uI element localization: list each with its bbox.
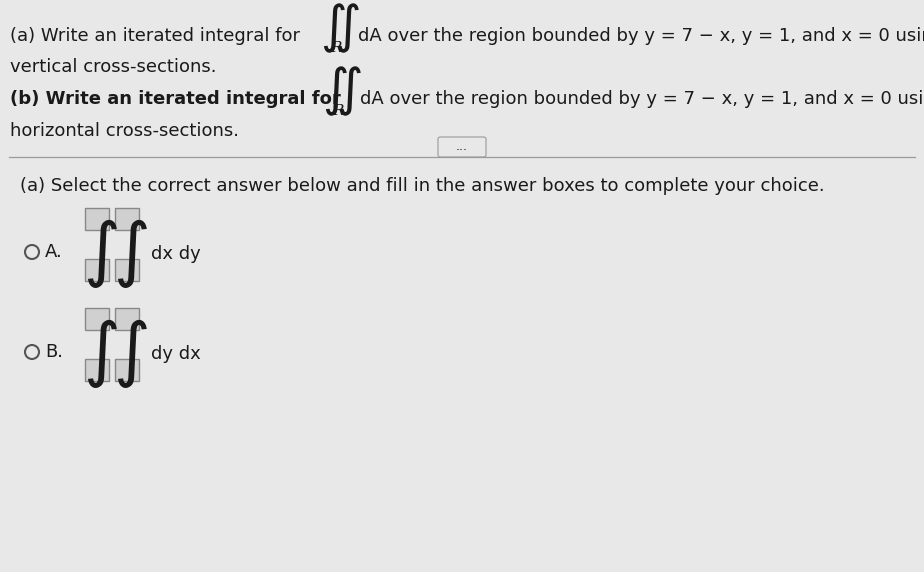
Text: A.: A. — [45, 243, 63, 261]
Text: $\int$: $\int$ — [83, 217, 117, 291]
Bar — [115, 359, 139, 381]
Text: (b) Write an iterated integral for: (b) Write an iterated integral for — [10, 90, 341, 108]
Text: $\int$: $\int$ — [113, 317, 148, 391]
Bar — [115, 259, 139, 281]
Text: dx dy: dx dy — [151, 245, 201, 263]
Text: horizontal cross-sections.: horizontal cross-sections. — [10, 122, 239, 140]
Text: dy dx: dy dx — [151, 345, 201, 363]
Bar — [115, 208, 139, 230]
Text: R: R — [330, 41, 342, 55]
Text: dA over the region bounded by y = 7 − x, y = 1, and x = 0 using: dA over the region bounded by y = 7 − x,… — [358, 27, 924, 45]
Text: ...: ... — [456, 141, 468, 153]
Bar — [85, 308, 109, 330]
Text: $\int\!\!\int$: $\int\!\!\int$ — [322, 64, 362, 118]
Bar — [85, 208, 109, 230]
Text: vertical cross-sections.: vertical cross-sections. — [10, 58, 216, 76]
Text: B.: B. — [45, 343, 63, 361]
Text: $\int\!\!\int$: $\int\!\!\int$ — [320, 1, 360, 55]
Text: (a) Write an iterated integral for: (a) Write an iterated integral for — [10, 27, 300, 45]
Bar — [85, 259, 109, 281]
Bar — [115, 308, 139, 330]
Text: (a) Select the correct answer below and fill in the answer boxes to complete you: (a) Select the correct answer below and … — [20, 177, 824, 195]
Text: $\int$: $\int$ — [83, 317, 117, 391]
FancyBboxPatch shape — [438, 137, 486, 157]
Bar — [85, 359, 109, 381]
Text: R: R — [332, 104, 344, 118]
Text: $\int$: $\int$ — [113, 217, 148, 291]
Text: dA over the region bounded by y = 7 − x, y = 1, and x = 0 using: dA over the region bounded by y = 7 − x,… — [360, 90, 924, 108]
